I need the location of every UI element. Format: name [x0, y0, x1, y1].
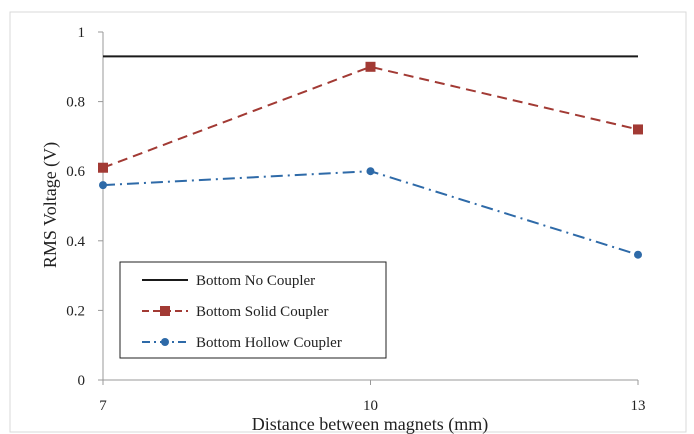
y-tick-label: 1: [78, 25, 86, 41]
y-tick-label: 0.6: [66, 164, 85, 180]
y-tick-label: 0.2: [66, 303, 85, 319]
series-2: [98, 61, 643, 173]
legend-item: Bottom No Coupler: [142, 273, 315, 289]
data-point: [99, 181, 107, 190]
x-tick-label: 13: [631, 398, 646, 414]
data-point: [366, 167, 375, 176]
series-3: [99, 167, 642, 259]
y-tick-label: 0.8: [66, 95, 85, 111]
plot-frame: [9, 11, 687, 433]
legend-label: Bottom No Coupler: [196, 273, 315, 289]
legend-marker: [161, 338, 169, 346]
data-point: [365, 61, 376, 72]
series-layer: [98, 55, 643, 259]
data-point: [98, 162, 108, 173]
legend: Bottom No Coupler Bottom Solid Coupler Bot…: [119, 261, 387, 359]
data-point: [633, 124, 643, 135]
legend-item: Bottom Hollow Coupler: [142, 335, 342, 351]
data-point: [634, 250, 642, 259]
y-axis-label: RMS Voltage (V): [40, 142, 61, 268]
x-axis-label: Distance between magnets (mm): [252, 414, 488, 434]
legend-label: Bottom Hollow Coupler: [196, 335, 342, 351]
y-tick-label: 0: [78, 373, 86, 389]
legend-label: Bottom Solid Coupler: [196, 304, 329, 320]
series-line: [102, 65, 639, 169]
x-tick-label: 10: [363, 398, 378, 414]
legend-item: Bottom Solid Coupler: [142, 304, 329, 320]
x-ticks: 7 10 13: [99, 380, 646, 414]
y-tick-label: 0.4: [66, 234, 85, 250]
y-ticks: 0 0.2 0.4 0.6 0.8 1: [66, 25, 103, 389]
x-tick-label: 7: [99, 398, 107, 414]
legend-marker: [160, 306, 170, 316]
